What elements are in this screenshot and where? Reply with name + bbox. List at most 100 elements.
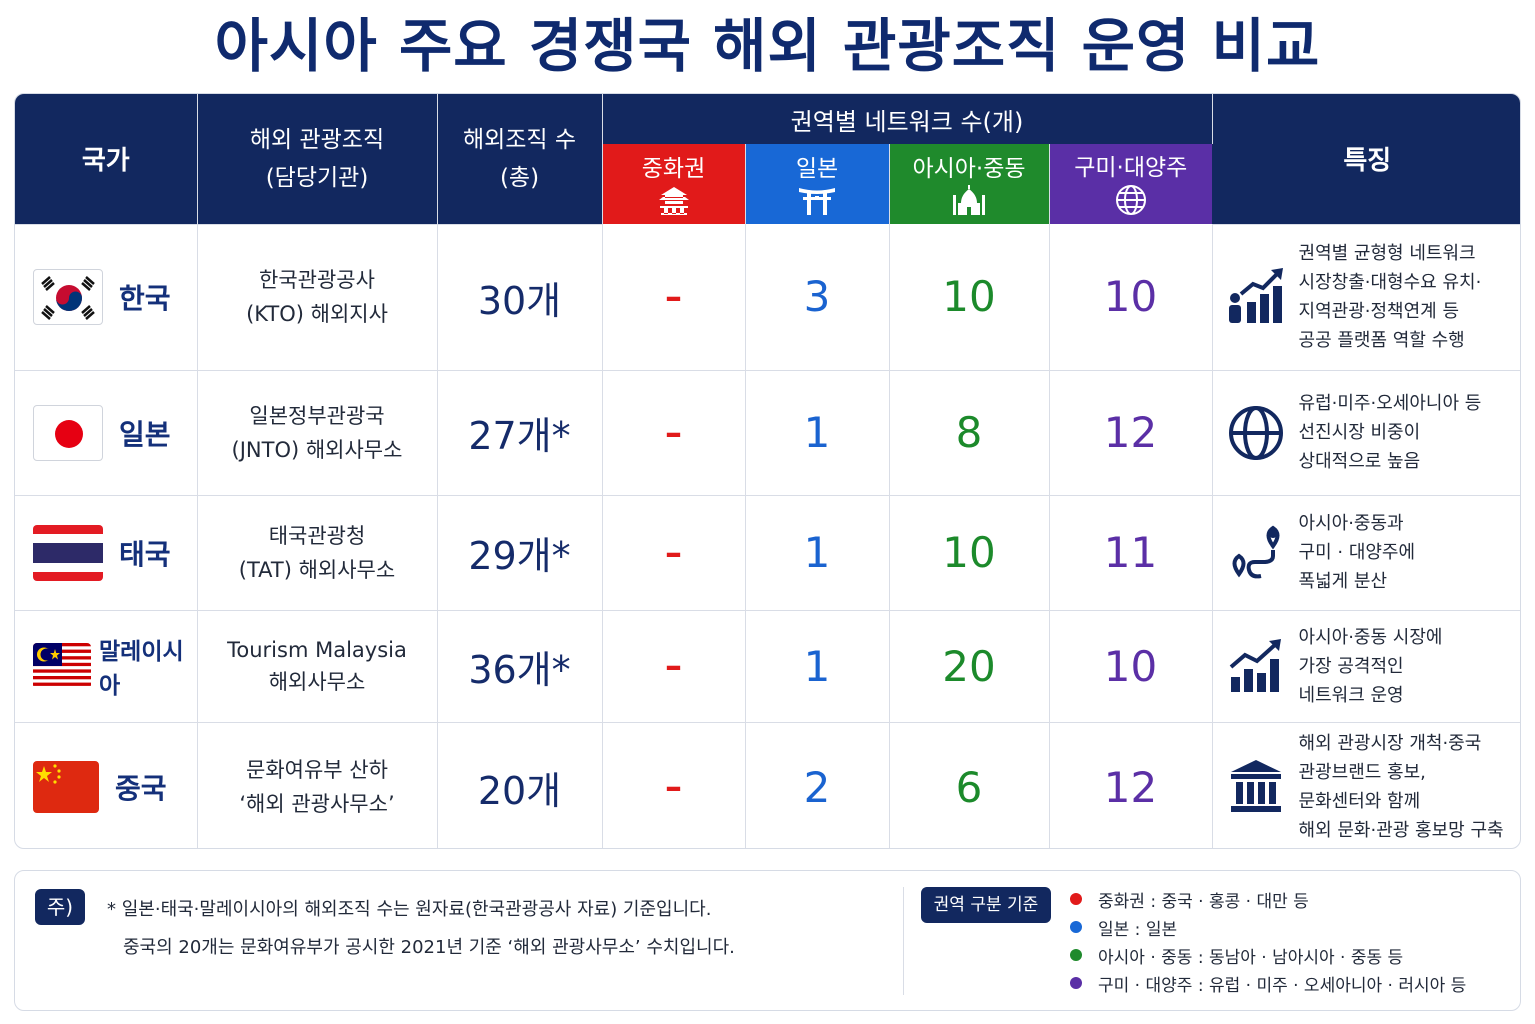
org-name: 태국관광청 xyxy=(268,523,366,548)
feature-line: 관광브랜드 홍보, xyxy=(1298,762,1426,784)
china-flag-icon xyxy=(33,761,99,814)
globe-icon xyxy=(1228,405,1283,460)
legend-item: 구미 · 대양주 : 유럽 · 미주 · 오세아니아 · 러시아 등 xyxy=(1070,969,1466,997)
japan-count: 1 xyxy=(745,495,890,611)
thailand-flag-icon xyxy=(33,524,103,581)
feature-line: 구미 · 대양주에 xyxy=(1298,542,1416,563)
feature-line: 권역별 균형형 네트워크 xyxy=(1298,243,1476,264)
pagoda-icon xyxy=(603,185,745,223)
divider xyxy=(903,887,904,995)
header-region-japan: 일본 xyxy=(745,144,890,224)
west-oceania-count: 11 xyxy=(1049,495,1213,611)
region-legend: 중화권 : 중국 · 홍콩 · 대만 등 일본 : 일본 아시아 · 중동 : … xyxy=(1070,885,1466,997)
mosque-icon xyxy=(890,185,1049,223)
legend-item: 일본 : 일본 xyxy=(1070,913,1466,941)
comparison-table: 국가 해외 관광조직 (담당기관) 해외조직 수 (총) 권역별 네트워크 수(… xyxy=(14,93,1521,849)
west-oceania-count: 12 xyxy=(1049,370,1213,496)
west-oceania-count: 12 xyxy=(1049,722,1213,848)
legend-text: 일본 : 일본 xyxy=(1098,919,1178,940)
feature-line: 문화센터와 함께 xyxy=(1298,791,1421,813)
table-row: 태국 태국관광청 (TAT) 해외사무소 29개* – 1 10 11 아시아·… xyxy=(15,495,1520,611)
feature-line: 시장창출·대형수요 유치· xyxy=(1298,272,1482,293)
green-dot-icon xyxy=(1070,949,1082,961)
route-pin-icon xyxy=(1232,525,1280,578)
japan-flag-icon xyxy=(33,404,103,461)
asia-me-count: 10 xyxy=(889,495,1050,611)
org-desc: (TAT) 해외사무소 xyxy=(238,557,396,582)
note-line: * 일본·태국·말레이시아의 해외조직 수는 원자료(한국관광공사 자료) 기준… xyxy=(107,899,712,920)
globe-icon xyxy=(1050,184,1213,224)
country-name: 태국 xyxy=(119,537,171,571)
torii-gate-icon xyxy=(746,185,889,223)
feature-line: 폭넓게 분산 xyxy=(1298,571,1388,592)
legend-text: 중화권 : 중국 · 홍콩 · 대만 등 xyxy=(1098,891,1309,912)
feature-text: 권역별 균형형 네트워크 시장창출·대형수요 유치· 지역관광·정책연계 등 공… xyxy=(1299,239,1482,355)
country-cell: 한국 xyxy=(15,224,198,371)
table-row: 일본 일본정부관광국 (JNTO) 해외사무소 27개* – 1 8 12 유럽… xyxy=(15,370,1520,496)
feature-line: 가장 공격적인 xyxy=(1298,655,1404,677)
total-count: 29개* xyxy=(437,495,603,611)
feature-line: 네트워크 운영 xyxy=(1298,684,1404,706)
header-network: 권역별 네트워크 수(개) xyxy=(602,94,1213,144)
features-cell: 해외 관광시장 개척·중국 관광브랜드 홍보, 문화센터와 함께 해외 문화·관… xyxy=(1212,722,1520,848)
sinosphere-count: – xyxy=(602,224,746,371)
org-name: 문화여유부 산하 xyxy=(246,758,388,783)
country-cell: 중국 xyxy=(15,722,198,848)
country-cell: 말레이시아 xyxy=(15,610,198,723)
feature-line: 아시아·중동 시장에 xyxy=(1298,626,1443,648)
header-org-line1: 해외 관광조직 xyxy=(249,126,385,153)
table-row: 중국 문화여유부 산하 ‘해외 관광사무소’ 20개 – 2 6 12 해외 관… xyxy=(15,722,1520,848)
asia-me-count: 10 xyxy=(889,224,1050,371)
feature-line: 유럽·미주·오세아니아 등 xyxy=(1298,393,1482,414)
header-count-line2: (총) xyxy=(499,164,540,191)
feature-line: 공공 플랫폼 역할 수행 xyxy=(1298,330,1465,351)
growth-chart-icon xyxy=(1228,268,1283,323)
region-label: 일본 xyxy=(795,156,839,182)
legend-text: 아시아 · 중동 : 동남아 · 남아시아 · 중동 등 xyxy=(1098,947,1404,968)
footnote-panel: 주) * 일본·태국·말레이시아의 해외조직 수는 원자료(한국관광공사 자료)… xyxy=(14,870,1521,1011)
org-name: Tourism Malaysia xyxy=(227,638,407,662)
region-label: 아시아·중동 xyxy=(912,156,1026,182)
legend-text: 구미 · 대양주 : 유럽 · 미주 · 오세아니아 · 러시아 등 xyxy=(1098,975,1467,996)
total-count: 27개* xyxy=(437,370,603,496)
features-cell: 권역별 균형형 네트워크 시장창출·대형수요 유치· 지역관광·정책연계 등 공… xyxy=(1212,224,1520,371)
blue-dot-icon xyxy=(1070,921,1082,933)
header-country: 국가 xyxy=(15,94,198,225)
red-dot-icon xyxy=(1070,893,1082,905)
region-label: 중화권 xyxy=(641,156,706,182)
sinosphere-count: – xyxy=(602,370,746,496)
feature-text: 아시아·중동 시장에 가장 공격적인 네트워크 운영 xyxy=(1299,623,1443,710)
org-name: 일본정부관광국 xyxy=(249,403,385,428)
feature-line: 해외 문화·관광 홍보망 구축 xyxy=(1298,820,1504,842)
legend-item: 중화권 : 중국 · 홍콩 · 대만 등 xyxy=(1070,885,1466,913)
total-count: 20개 xyxy=(437,722,603,848)
country-name: 한국 xyxy=(119,282,171,315)
growth-chart-icon xyxy=(1229,639,1281,692)
asia-me-count: 20 xyxy=(889,610,1050,723)
header-region-west-oceania: 구미·대양주 xyxy=(1049,144,1213,224)
sinosphere-count: – xyxy=(602,722,746,848)
feature-text: 아시아·중동과 구미 · 대양주에 폭넓게 분산 xyxy=(1299,509,1416,596)
country-name: 말레이시아 xyxy=(99,639,184,699)
sinosphere-count: – xyxy=(602,495,746,611)
page-title: 아시아 주요 경쟁국 해외 관광조직 운영 비교 xyxy=(214,12,1321,80)
header-region-sinosphere: 중화권 xyxy=(602,144,746,224)
japan-count: 3 xyxy=(745,224,890,371)
table-row: 한국 한국관광공사 (KTO) 해외지사 30개 – 3 10 10 권역별 균… xyxy=(15,224,1520,371)
feature-line: 지역관광·정책연계 등 xyxy=(1298,301,1460,322)
org-cell: 문화여유부 산하 ‘해외 관광사무소’ xyxy=(197,722,438,848)
feature-text: 유럽·미주·오세아니아 등 선진시장 비중이 상대적으로 높음 xyxy=(1299,389,1482,476)
table-row: 말레이시아 Tourism Malaysia 해외사무소 36개* – 1 20… xyxy=(15,610,1520,723)
feature-line: 해외 관광시장 개척·중국 xyxy=(1298,733,1482,755)
korea-flag-icon xyxy=(33,269,103,325)
sinosphere-count: – xyxy=(602,610,746,723)
header-region-asia-me: 아시아·중동 xyxy=(889,144,1050,224)
japan-count: 1 xyxy=(745,370,890,496)
feature-line: 아시아·중동과 xyxy=(1298,513,1404,534)
total-count: 36개* xyxy=(437,610,603,723)
purple-dot-icon xyxy=(1070,977,1082,989)
feature-line: 상대적으로 높음 xyxy=(1298,451,1421,472)
legend-item: 아시아 · 중동 : 동남아 · 남아시아 · 중동 등 xyxy=(1070,941,1466,969)
org-desc: ‘해외 관광사무소’ xyxy=(239,792,395,817)
west-oceania-count: 10 xyxy=(1049,224,1213,371)
